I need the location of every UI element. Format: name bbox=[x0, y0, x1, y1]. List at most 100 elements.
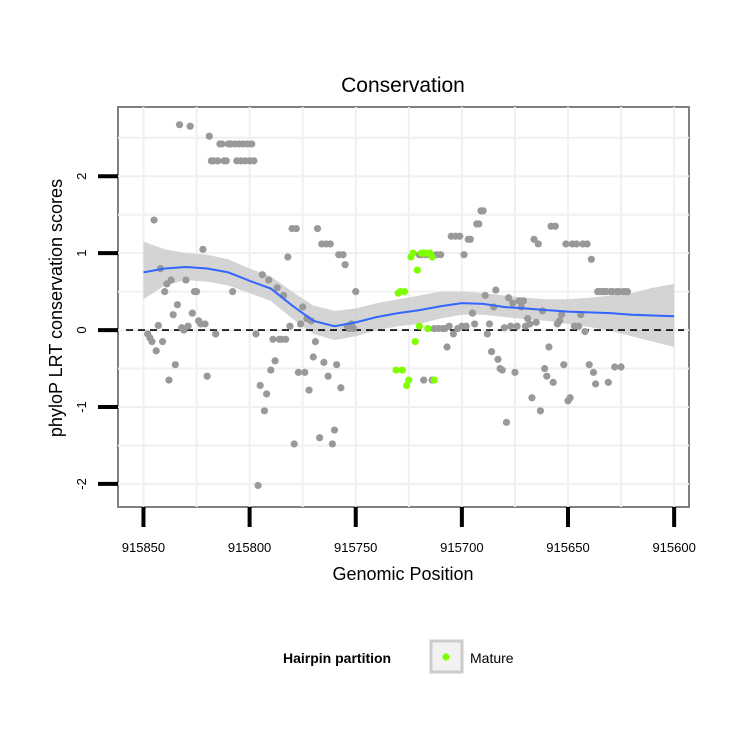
other-point bbox=[468, 309, 477, 317]
mature-point bbox=[398, 366, 407, 374]
other-point bbox=[350, 324, 358, 333]
other-point bbox=[292, 224, 300, 233]
other-point bbox=[218, 140, 226, 148]
x-axis-title: Genomic Position bbox=[332, 564, 473, 584]
other-point bbox=[566, 394, 574, 402]
x-tick-label: 915750 bbox=[334, 540, 377, 555]
other-point bbox=[575, 322, 583, 330]
other-point bbox=[513, 322, 521, 330]
other-point bbox=[199, 245, 207, 253]
other-point bbox=[301, 368, 309, 376]
other-point bbox=[337, 384, 345, 392]
other-point bbox=[182, 276, 190, 284]
other-point bbox=[509, 299, 517, 307]
other-point bbox=[333, 361, 341, 369]
y-axis-title: phyloP LRT conservation scores bbox=[46, 179, 66, 437]
other-point bbox=[545, 343, 553, 351]
x-tick-label: 915650 bbox=[546, 540, 589, 555]
smooth-trend-line bbox=[143, 265, 675, 328]
other-point bbox=[604, 378, 612, 386]
other-point bbox=[487, 348, 496, 356]
other-point bbox=[222, 157, 230, 165]
other-point bbox=[169, 311, 177, 319]
other-point bbox=[481, 291, 489, 300]
other-point bbox=[186, 122, 194, 130]
x-axis: 915850 915800 915750 915700 915650 915600 bbox=[122, 507, 696, 555]
other-point bbox=[530, 235, 538, 243]
other-point bbox=[504, 294, 513, 302]
other-point bbox=[171, 361, 179, 369]
other-point bbox=[483, 330, 491, 338]
other-point bbox=[456, 232, 464, 240]
mature-point bbox=[415, 322, 424, 330]
other-point bbox=[328, 440, 336, 448]
other-point bbox=[528, 394, 536, 402]
other-point bbox=[286, 322, 294, 330]
other-point bbox=[269, 335, 277, 343]
other-point bbox=[256, 381, 264, 390]
other-point bbox=[502, 418, 511, 426]
other-point bbox=[214, 157, 222, 165]
other-point bbox=[260, 407, 269, 415]
series-mature-points bbox=[392, 249, 438, 390]
other-point bbox=[326, 240, 334, 248]
other-point bbox=[445, 322, 453, 330]
other-point bbox=[175, 121, 184, 129]
chart-title: Conservation bbox=[341, 74, 465, 97]
other-point bbox=[150, 216, 158, 224]
other-point bbox=[526, 320, 534, 328]
other-point bbox=[543, 372, 551, 380]
other-point bbox=[611, 363, 619, 371]
other-point bbox=[252, 330, 260, 338]
legend: Hairpin partition Mature bbox=[283, 639, 514, 674]
other-point bbox=[184, 322, 192, 330]
other-point bbox=[519, 297, 528, 305]
other-point bbox=[313, 224, 322, 233]
other-point bbox=[517, 303, 525, 311]
other-point bbox=[460, 251, 468, 259]
other-point bbox=[479, 207, 487, 215]
other-point bbox=[330, 426, 339, 434]
other-point bbox=[205, 132, 213, 140]
other-point bbox=[271, 357, 279, 365]
other-point bbox=[201, 320, 209, 328]
other-point bbox=[165, 376, 173, 384]
other-point bbox=[581, 328, 589, 336]
other-point bbox=[475, 220, 483, 228]
other-point bbox=[324, 372, 332, 380]
legend-mature-marker bbox=[442, 653, 450, 661]
other-point bbox=[494, 355, 502, 363]
other-point bbox=[341, 261, 349, 269]
y-tick-label: 1 bbox=[74, 250, 89, 257]
other-point bbox=[250, 157, 258, 165]
other-point bbox=[273, 284, 281, 292]
mature-point bbox=[411, 338, 419, 346]
other-point bbox=[284, 253, 292, 261]
mature-point bbox=[424, 324, 432, 333]
other-point bbox=[148, 338, 156, 346]
other-point bbox=[158, 338, 167, 346]
other-point bbox=[534, 240, 542, 248]
other-point bbox=[309, 353, 317, 361]
other-point bbox=[192, 288, 201, 296]
other-point bbox=[589, 368, 598, 376]
other-point bbox=[173, 301, 182, 309]
other-point bbox=[583, 240, 591, 248]
other-point bbox=[511, 368, 519, 376]
other-point bbox=[311, 338, 320, 346]
other-point bbox=[471, 320, 479, 328]
other-point bbox=[549, 378, 557, 386]
mature-point bbox=[413, 266, 421, 274]
mature-point bbox=[430, 376, 438, 384]
other-point bbox=[551, 222, 559, 230]
other-point bbox=[294, 368, 303, 376]
other-point bbox=[449, 330, 457, 338]
legend-mature-label: Mature bbox=[470, 650, 514, 666]
other-point bbox=[572, 240, 581, 248]
x-tick-label: 915700 bbox=[440, 540, 483, 555]
mature-point bbox=[400, 288, 409, 296]
x-tick-label: 915850 bbox=[122, 540, 165, 555]
other-point bbox=[248, 140, 256, 148]
mature-point bbox=[392, 366, 400, 374]
